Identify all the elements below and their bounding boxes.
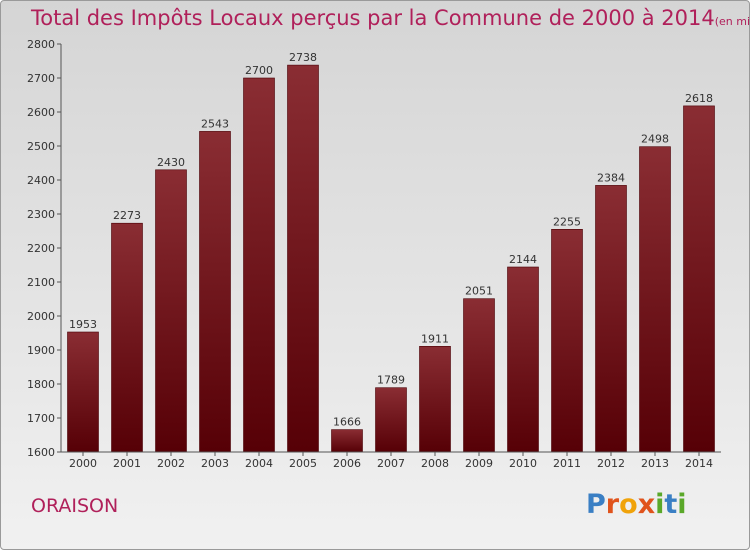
y-tick-label-2000: 2000 (27, 310, 55, 323)
labels-layer: 1953 2000 2273 2001 2430 2002 2543 2003 2700 2004… (27, 38, 713, 470)
proxiti-logo[interactable]: Proxiti (586, 489, 687, 520)
bar-2014 (683, 105, 715, 453)
chart-subtitle: (en milliers d'€) (714, 15, 750, 28)
x-tick-label-2013: 2013 (641, 457, 669, 470)
chart-title: Total des Impôts Locaux perçus par la Co… (31, 6, 715, 30)
y-tick-label-2800: 2800 (27, 38, 55, 51)
value-label-2005: 2738 (289, 51, 317, 64)
bar-2004 (243, 77, 275, 453)
value-label-2008: 1911 (421, 332, 449, 345)
x-tick-label-2014: 2014 (685, 457, 713, 470)
x-tick-label-2012: 2012 (597, 457, 625, 470)
value-label-2007: 1789 (377, 374, 405, 387)
y-tick-label-1700: 1700 (27, 412, 55, 425)
x-tick-label-2010: 2010 (509, 457, 537, 470)
bar-2009 (463, 298, 495, 453)
bar-2005 (287, 64, 319, 453)
x-tick-label-2011: 2011 (553, 457, 581, 470)
axes-layer (57, 43, 721, 456)
logo-letter: i (655, 489, 665, 520)
x-tick-label-2003: 2003 (201, 457, 229, 470)
y-tick-label-2100: 2100 (27, 276, 55, 289)
y-tick-label-2400: 2400 (27, 174, 55, 187)
bar-2013 (639, 146, 671, 453)
logo-letter: o (619, 489, 638, 520)
value-label-2013: 2498 (641, 133, 669, 146)
value-label-2014: 2618 (685, 92, 713, 105)
bar-2010 (507, 266, 539, 453)
x-tick-label-2006: 2006 (333, 457, 361, 470)
value-label-2000: 1953 (69, 318, 97, 331)
bar-2007 (375, 387, 407, 453)
y-tick-label-2600: 2600 (27, 106, 55, 119)
logo-letter: t (664, 489, 678, 520)
y-tick-label-1600: 1600 (27, 446, 55, 459)
y-tick-label-2200: 2200 (27, 242, 55, 255)
value-label-2001: 2273 (113, 209, 141, 222)
bar-2012 (595, 185, 627, 453)
bar-2011 (551, 229, 583, 453)
value-label-2002: 2430 (157, 156, 185, 169)
bar-2001 (111, 222, 143, 453)
bar-2002 (155, 169, 187, 453)
value-label-2011: 2255 (553, 215, 581, 228)
value-label-2004: 2700 (245, 64, 273, 77)
logo-letter: i (677, 489, 687, 520)
x-tick-label-2004: 2004 (245, 457, 273, 470)
bar-2000 (67, 331, 99, 453)
logo-letter: P (586, 489, 606, 520)
value-label-2010: 2144 (509, 253, 537, 266)
x-tick-label-2005: 2005 (289, 457, 317, 470)
y-tick-label-2300: 2300 (27, 208, 55, 221)
y-tick-label-2500: 2500 (27, 140, 55, 153)
value-label-2009: 2051 (465, 285, 493, 298)
bar-2003 (199, 131, 231, 453)
commune-name: ORAISON (31, 495, 119, 517)
bar-2008 (419, 345, 451, 453)
y-tick-label-1900: 1900 (27, 344, 55, 357)
x-tick-label-2008: 2008 (421, 457, 449, 470)
title-row: Total des Impôts Locaux perçus par la Co… (31, 6, 750, 30)
x-tick-label-2007: 2007 (377, 457, 405, 470)
x-tick-label-2000: 2000 (69, 457, 97, 470)
bars-layer (67, 64, 715, 453)
y-tick-label-2700: 2700 (27, 72, 55, 85)
logo-letter: x (637, 489, 656, 520)
value-label-2012: 2384 (597, 171, 625, 184)
value-label-2006: 1666 (333, 416, 361, 429)
x-tick-label-2001: 2001 (113, 457, 141, 470)
x-tick-label-2009: 2009 (465, 457, 493, 470)
value-label-2003: 2543 (201, 117, 229, 130)
x-tick-label-2002: 2002 (157, 457, 185, 470)
bar-2006 (331, 429, 363, 453)
logo-letter: r (605, 489, 620, 520)
y-tick-label-1800: 1800 (27, 378, 55, 391)
